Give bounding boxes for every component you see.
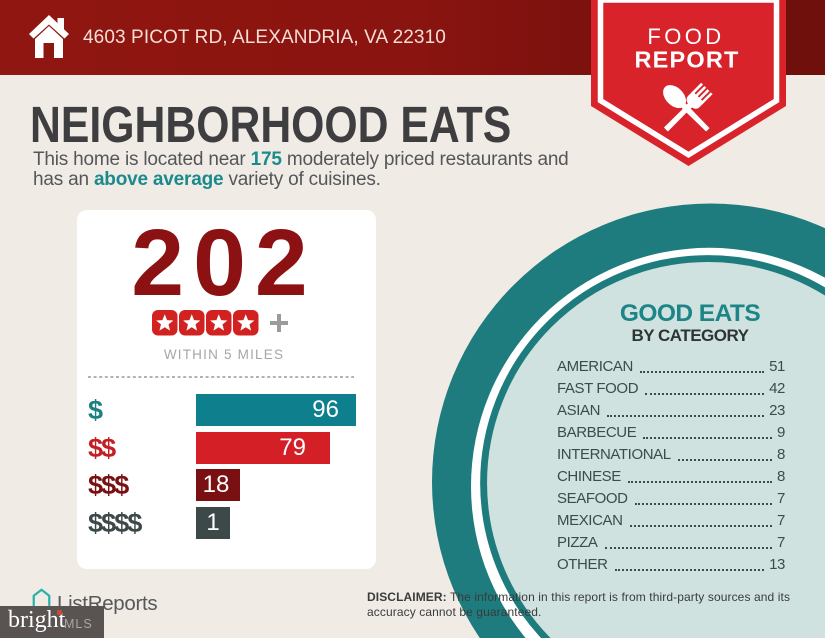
svg-text:FOOD: FOOD [647,24,724,49]
svg-text:REPORT: REPORT [634,47,739,73]
